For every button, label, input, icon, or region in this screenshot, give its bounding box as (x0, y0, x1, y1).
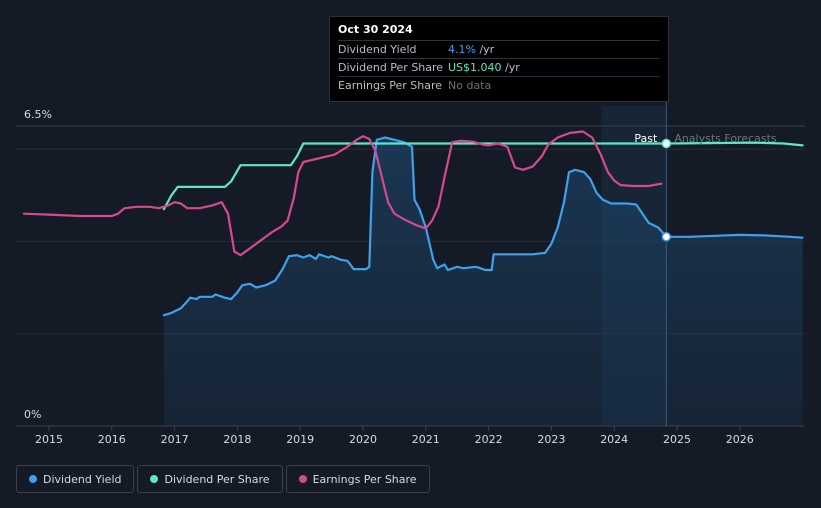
legend-dividend-yield[interactable]: Dividend Yield (16, 465, 135, 493)
x-tick-label: 2024 (600, 433, 628, 446)
dividend-per-share-line (162, 141, 804, 211)
legend-dot-icon (150, 475, 159, 483)
earnings-per-share-line (22, 130, 663, 257)
legend-label: Dividend Yield (43, 472, 122, 486)
x-tick-label: 2023 (537, 433, 565, 446)
chart-legend: Dividend Yield Dividend Per Share Earnin… (16, 465, 430, 493)
tooltip-value: No data (448, 79, 492, 92)
legend-dot-icon (298, 475, 307, 483)
tooltip-value: US$1.040 (448, 61, 502, 74)
tooltip-label: Dividend Yield (338, 43, 417, 56)
tooltip-label: Dividend Per Share (338, 61, 444, 74)
legend-earnings-per-share[interactable]: Earnings Per Share (285, 465, 430, 493)
tooltip-row-dividend-yield: Dividend Yield 4.1% /yr (338, 40, 660, 58)
x-tick-label: 2025 (663, 433, 691, 446)
dividend-per-share-marker (661, 138, 672, 149)
tooltip-row-dividend-per-share: Dividend Per Share US$1.040 /yr (338, 58, 660, 76)
tooltip-unit: /yr (501, 61, 520, 74)
legend-label: Earnings Per Share (312, 472, 417, 486)
tooltip: Oct 30 2024 Dividend Yield 4.1% /yr Divi… (329, 16, 669, 102)
x-tick-label: 2021 (412, 433, 440, 446)
dividend-yield-area (163, 137, 803, 426)
x-tick-label: 2016 (98, 433, 126, 446)
legend-dot-icon (29, 475, 37, 483)
past-label: Past (634, 132, 658, 145)
tooltip-unit: /yr (475, 43, 495, 56)
analysts-forecasts-label: Analysts Forecasts (674, 132, 777, 145)
tooltip-row-earnings-per-share: Earnings Per Share No data (338, 76, 660, 94)
tooltip-label: Earnings Per Share (338, 79, 443, 92)
x-tick-label: 2015 (35, 433, 63, 446)
x-tick-label: 2019 (286, 433, 314, 446)
y-axis-top-label: 6.5% (24, 108, 52, 121)
x-tick-label: 2017 (161, 433, 189, 446)
x-tick-label: 2026 (726, 433, 754, 446)
dividend-yield-line (162, 136, 804, 317)
tooltip-date: Oct 30 2024 (338, 23, 413, 36)
x-tick-label: 2020 (349, 433, 377, 446)
legend-dividend-per-share[interactable]: Dividend Per Share (137, 465, 283, 493)
legend-label: Dividend Per Share (164, 472, 270, 486)
dividend-yield-marker (661, 232, 672, 242)
x-tick-label: 2018 (223, 433, 251, 446)
tooltip-value: 4.1% (448, 43, 476, 56)
x-tick-label: 2022 (475, 433, 503, 446)
y-axis-bottom-label: 0% (24, 408, 41, 421)
